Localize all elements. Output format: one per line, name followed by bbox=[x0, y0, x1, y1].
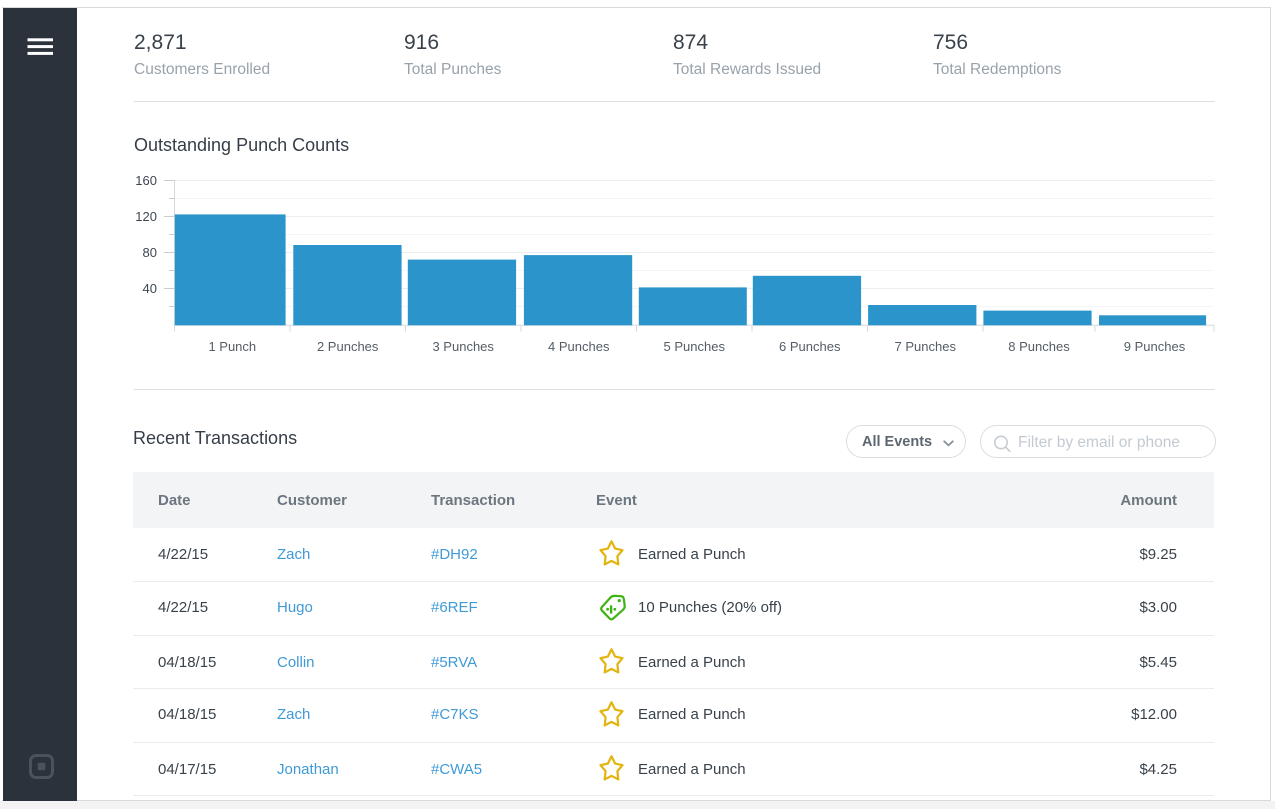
svg-text:5 Punches: 5 Punches bbox=[664, 339, 726, 354]
svg-text:3 Punches: 3 Punches bbox=[432, 339, 494, 354]
svg-text:8 Punches: 8 Punches bbox=[1008, 339, 1070, 354]
svg-text:2 Punches: 2 Punches bbox=[317, 339, 379, 354]
svg-text:80: 80 bbox=[143, 245, 157, 260]
svg-text:1 Punch: 1 Punch bbox=[208, 339, 256, 354]
svg-text:160: 160 bbox=[135, 173, 157, 188]
svg-text:9 Punches: 9 Punches bbox=[1124, 339, 1186, 354]
svg-text:7 Punches: 7 Punches bbox=[895, 339, 957, 354]
svg-text:40: 40 bbox=[143, 281, 157, 296]
svg-text:6 Punches: 6 Punches bbox=[779, 339, 841, 354]
svg-text:4 Punches: 4 Punches bbox=[548, 339, 610, 354]
svg-text:120: 120 bbox=[135, 209, 157, 224]
